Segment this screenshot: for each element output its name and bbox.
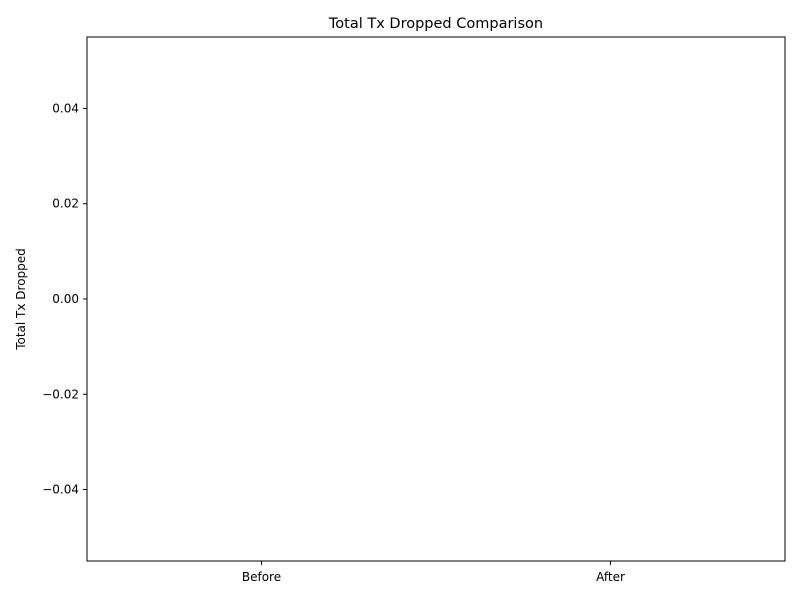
plot-frame bbox=[86, 36, 786, 562]
x-tick-label: After bbox=[596, 570, 625, 584]
chart-title: Total Tx Dropped Comparison bbox=[328, 16, 543, 32]
y-axis-label: Total Tx Dropped bbox=[14, 248, 28, 351]
x-tick-label: Before bbox=[242, 570, 281, 584]
y-tick-label: −0.02 bbox=[42, 387, 79, 401]
y-tick-label: 0.00 bbox=[52, 292, 79, 306]
y-axis: 0.04 0.02 0.00 −0.02 −0.04 bbox=[42, 101, 87, 497]
y-tick-label: 0.04 bbox=[52, 101, 79, 115]
y-tick-label: −0.04 bbox=[42, 483, 79, 497]
x-axis: Before After bbox=[242, 561, 625, 584]
y-tick-label: 0.02 bbox=[52, 197, 79, 211]
